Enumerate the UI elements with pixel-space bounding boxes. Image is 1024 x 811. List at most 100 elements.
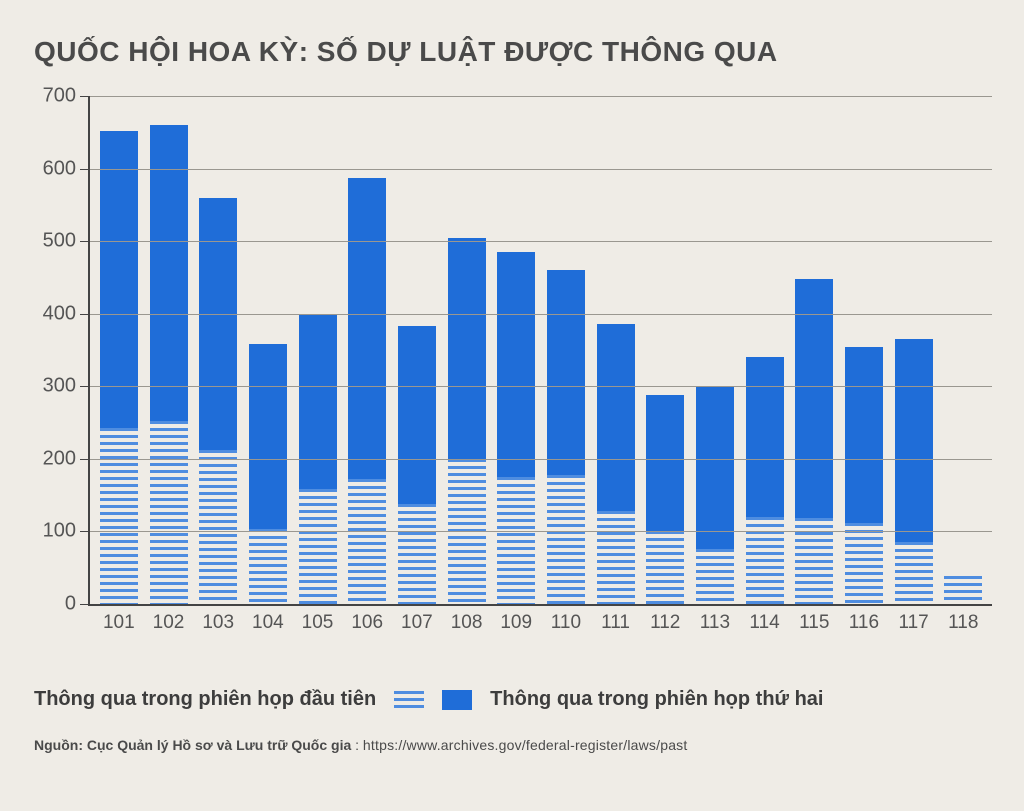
bar-segment-first	[497, 477, 535, 604]
bar-segment-first	[249, 529, 287, 604]
x-axis-label: 109	[491, 612, 541, 634]
bar-slot	[591, 96, 641, 604]
bar-slot	[690, 96, 740, 604]
source-url: https://www.archives.gov/federal-registe…	[363, 737, 688, 753]
x-axis-label: 114	[740, 612, 790, 634]
x-axis-label: 101	[94, 612, 144, 634]
bar-slot	[243, 96, 293, 604]
bar	[199, 198, 237, 604]
y-tick	[80, 459, 90, 460]
x-axis-label: 103	[193, 612, 243, 634]
bar-segment-first	[646, 531, 684, 604]
bar-segment-second	[448, 238, 486, 459]
y-axis-label: 100	[43, 520, 76, 543]
bar	[398, 326, 436, 604]
x-axis-label: 106	[342, 612, 392, 634]
bar-segment-second	[895, 339, 933, 542]
bar-slot	[144, 96, 194, 604]
bar-segment-first	[299, 489, 337, 604]
y-axis-label: 300	[43, 375, 76, 398]
y-axis-label: 0	[65, 593, 76, 616]
bar-segment-first	[398, 504, 436, 604]
bar-segment-second	[746, 357, 784, 517]
bar-slot	[491, 96, 541, 604]
bar-slot	[541, 96, 591, 604]
grid-line	[90, 96, 992, 97]
y-tick	[80, 531, 90, 532]
bar-slot	[392, 96, 442, 604]
chart-title: QUỐC HỘI HOA KỲ: SỐ DỰ LUẬT ĐƯỢC THÔNG Q…	[34, 36, 992, 68]
x-axis-label: 105	[293, 612, 343, 634]
bar-segment-first	[597, 511, 635, 604]
plot-area: 1011021031041051061071081091101111121131…	[88, 96, 992, 636]
bar-segment-first	[944, 576, 982, 604]
y-tick	[80, 314, 90, 315]
legend-swatch-stripe	[394, 691, 424, 709]
bar-slot	[889, 96, 939, 604]
y-tick	[80, 241, 90, 242]
bar-segment-second	[597, 324, 635, 511]
x-axis-label: 107	[392, 612, 442, 634]
bar-segment-first	[150, 421, 188, 604]
x-axis-label: 110	[541, 612, 591, 634]
x-axis-label: 116	[839, 612, 889, 634]
bar-segment-first	[746, 517, 784, 604]
x-axis-label: 115	[789, 612, 839, 634]
bar-slot	[293, 96, 343, 604]
bar	[497, 252, 535, 604]
grid-line	[90, 459, 992, 460]
x-axis-labels: 1011021031041051061071081091101111121131…	[90, 612, 992, 634]
grid-line	[90, 386, 992, 387]
bar	[597, 324, 635, 604]
source-line: Nguồn: Cục Quản lý Hồ sơ và Lưu trữ Quốc…	[34, 737, 992, 753]
bar-slot	[94, 96, 144, 604]
bar-slot	[789, 96, 839, 604]
x-axis-label: 104	[243, 612, 293, 634]
bar	[100, 131, 138, 604]
bar-segment-first	[199, 450, 237, 604]
bar	[448, 238, 486, 604]
x-axis-label: 111	[591, 612, 641, 634]
y-axis-label: 400	[43, 302, 76, 325]
bar-slot	[938, 96, 988, 604]
bar-slot	[740, 96, 790, 604]
bar-slot	[640, 96, 690, 604]
x-axis-label: 117	[889, 612, 939, 634]
y-tick	[80, 604, 90, 605]
grid-line	[90, 169, 992, 170]
source-label: Nguồn: Cục Quản lý Hồ sơ và Lưu trữ Quốc…	[34, 737, 351, 753]
bar	[646, 395, 684, 604]
x-axis-label: 112	[640, 612, 690, 634]
x-axis-label: 102	[144, 612, 194, 634]
bar-segment-first	[895, 542, 933, 604]
legend-second-label: Thông qua trong phiên họp thứ hai	[490, 688, 823, 711]
bars-container	[90, 96, 992, 604]
x-axis-label: 108	[442, 612, 492, 634]
x-axis-label: 118	[938, 612, 988, 634]
bar-segment-second	[299, 314, 337, 490]
bar-segment-first	[100, 428, 138, 604]
y-tick	[80, 96, 90, 97]
x-axis-label: 113	[690, 612, 740, 634]
bar	[944, 576, 982, 604]
y-axis-label: 600	[43, 157, 76, 180]
bar-segment-second	[497, 252, 535, 477]
bar-segment-first	[547, 475, 585, 604]
bills-chart: 1011021031041051061071081091101111121131…	[32, 96, 992, 636]
source-separator: :	[351, 737, 363, 753]
bar-segment-first	[845, 523, 883, 604]
bar	[795, 279, 833, 604]
bar	[746, 357, 784, 604]
bar	[547, 270, 585, 604]
bar-segment-second	[348, 178, 386, 479]
y-tick	[80, 386, 90, 387]
legend-first-label: Thông qua trong phiên họp đầu tiên	[34, 688, 376, 711]
bar	[249, 344, 287, 604]
y-axis-label: 200	[43, 447, 76, 470]
bar	[696, 386, 734, 604]
bar-slot	[193, 96, 243, 604]
bar-slot	[839, 96, 889, 604]
bar-segment-second	[795, 279, 833, 518]
bar-slot	[342, 96, 392, 604]
grid-line	[90, 531, 992, 532]
